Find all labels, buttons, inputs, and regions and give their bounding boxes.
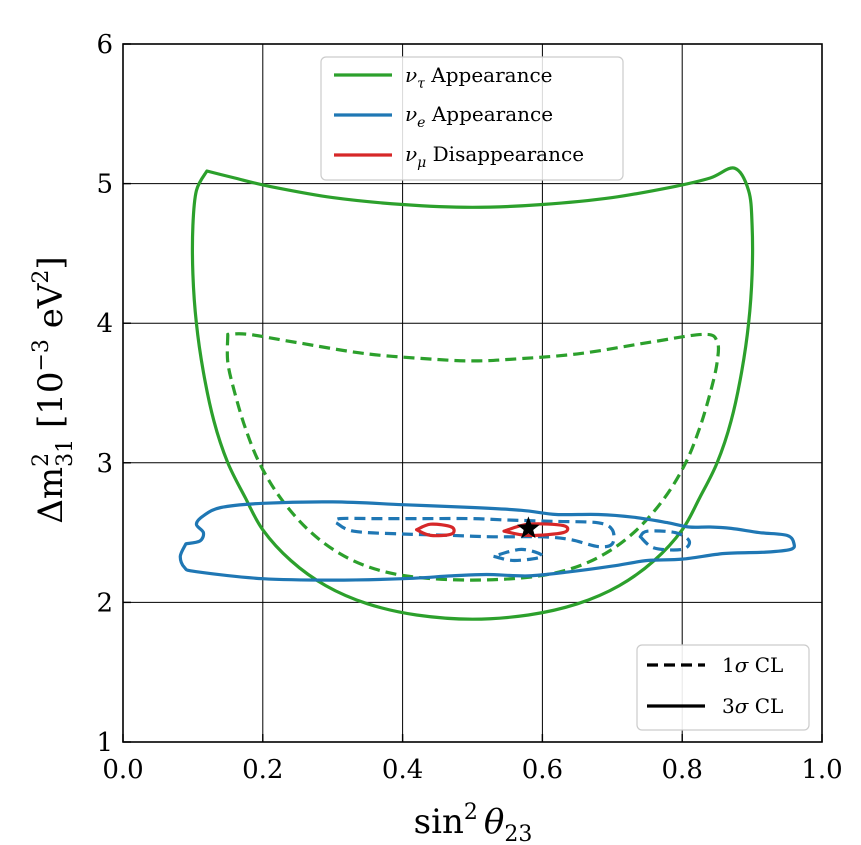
x-tick-label: 0.2 bbox=[242, 755, 283, 785]
y-tick-label: 1 bbox=[96, 728, 113, 758]
legend-confidence-levels: 1σ CL 3σ CL bbox=[636, 644, 810, 731]
y-tick-label: 6 bbox=[96, 30, 113, 60]
y-tick-label: 2 bbox=[96, 588, 113, 618]
y-tick-label: 5 bbox=[96, 170, 113, 200]
legend-samples: ντ Appearance νe Appearance νμ Disappear… bbox=[320, 56, 624, 181]
contour-nu-mu-1sigma-a bbox=[415, 522, 456, 538]
contour-series bbox=[178, 166, 796, 621]
contour-nu-e-1sigma-small bbox=[491, 547, 545, 563]
legend-samples-frame bbox=[320, 56, 624, 181]
legend-cl-frame bbox=[636, 644, 810, 731]
legend-label-3sigma: 3σ CL bbox=[722, 694, 783, 718]
axis-ticks: 0.0 0.2 0.4 0.6 0.8 1.0 1 2 3 4 5 6 bbox=[96, 30, 842, 785]
x-axis-label: sin2 θ23 bbox=[414, 800, 533, 845]
y-tick-label: 4 bbox=[96, 309, 113, 339]
contour-nu-e-3sigma bbox=[178, 500, 796, 582]
legend-label-tau: ντ Appearance bbox=[405, 63, 553, 92]
x-tick-label: 0.0 bbox=[102, 755, 143, 785]
x-tick-label: 0.6 bbox=[522, 755, 563, 785]
y-tick-label: 3 bbox=[96, 449, 113, 479]
plot-frame bbox=[122, 43, 823, 743]
legend-label-1sigma: 1σ CL bbox=[722, 653, 783, 677]
best-fit-star bbox=[517, 516, 540, 539]
x-tick-label: 0.8 bbox=[662, 755, 703, 785]
best-fit-marker-layer bbox=[517, 516, 540, 539]
contour-nu-e-1sigma-lobe bbox=[638, 529, 692, 552]
legend-label-e: νe Appearance bbox=[405, 102, 553, 131]
x-tick-label: 0.4 bbox=[382, 755, 423, 785]
contour-nu-tau-3sigma bbox=[190, 166, 755, 621]
x-tick-label: 1.0 bbox=[801, 755, 842, 785]
y-axis-label: Δm231 [10−3 eV2] bbox=[29, 256, 78, 523]
legend-label-mu: νμ Disappearance bbox=[405, 142, 584, 171]
contour-nu-e-1sigma-main bbox=[334, 516, 616, 549]
contour-nu-tau-1sigma bbox=[225, 332, 721, 582]
